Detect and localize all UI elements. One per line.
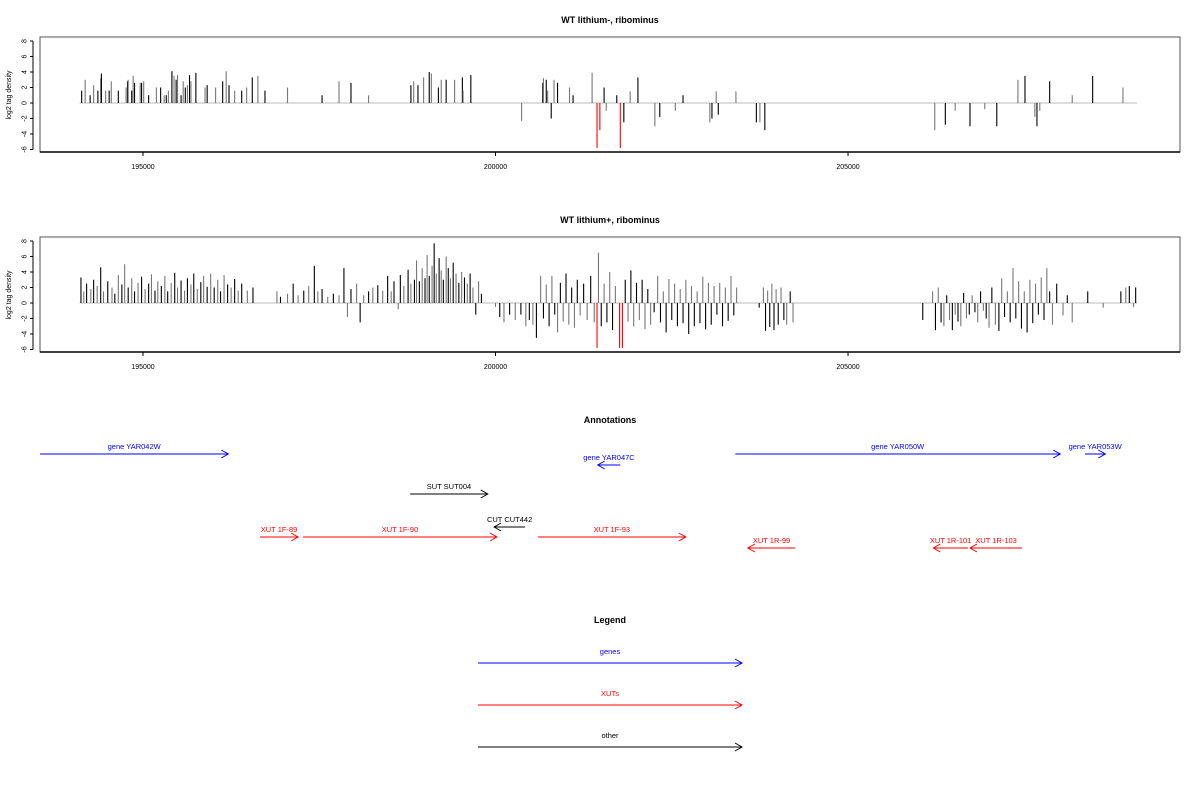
y-tick-label: 8: [22, 39, 29, 43]
y-tick-label: -4: [22, 331, 29, 337]
plot-area: -6 -4 -2 0 2 4 6 8 195000 200000 205000: [22, 36, 1181, 171]
y-tick-label: -2: [22, 315, 29, 321]
legend-title: Legend: [594, 615, 626, 625]
feature-label: XUT 1R-99: [753, 536, 790, 545]
y-tick-label: 6: [22, 254, 29, 258]
plot-area: -6 -4 -2 0 2 4 6 8 195000 200000 205000: [22, 236, 1181, 371]
arrowhead-icon: [734, 742, 744, 752]
x-tick-label: 195000: [131, 164, 154, 171]
feature-label: XUT 1R-103: [975, 536, 1017, 545]
feature-label: XUT 1R-101: [930, 536, 972, 545]
legend-panel: Legend genes XUTs other: [478, 615, 744, 752]
arrowhead-icon: [489, 532, 498, 542]
panel-title: WT lithium+, ribominus: [560, 215, 660, 225]
annotations-title: Annotations: [584, 415, 637, 425]
arrowhead-icon: [221, 449, 230, 459]
feature-label: XUT 1F-90: [382, 525, 419, 534]
x-tick-label: 195000: [131, 364, 154, 371]
arrowhead-icon: [734, 658, 744, 668]
y-tick-label: -4: [22, 131, 29, 137]
legend-label: genes: [600, 647, 621, 656]
y-tick-label: 2: [22, 85, 29, 89]
x-tick-label: 200000: [484, 364, 507, 371]
arrowhead-icon: [1052, 449, 1062, 459]
feature-label: CUT CUT442: [487, 515, 532, 524]
arrowhead-icon: [734, 700, 744, 710]
y-tick-label: 4: [22, 70, 29, 74]
legend-label: XUTs: [601, 689, 619, 698]
arrowhead-icon: [290, 532, 300, 542]
arrowhead-icon: [746, 543, 756, 553]
x-tick-label: 200000: [484, 164, 507, 171]
feature-label: SUT SUT004: [427, 482, 471, 491]
y-tick-label: -6: [22, 146, 29, 152]
feature-label: gene YAR042W: [108, 442, 162, 451]
y-tick-label: 2: [22, 285, 29, 289]
y-tick-label: -2: [22, 115, 29, 121]
x-tick-label: 205000: [836, 364, 859, 371]
y-tick-label: 0: [22, 101, 29, 105]
arrowhead-icon: [493, 522, 502, 532]
feature-label: gene YAR047C: [583, 453, 635, 462]
arrowhead-icon: [678, 532, 687, 542]
panel-lithium-plus: WT lithium+, ribominus log2 tag density …: [6, 215, 1181, 371]
panel-title: WT lithium-, ribominus: [561, 15, 659, 25]
x-tick-label: 205000: [836, 164, 859, 171]
y-axis-label: log2 tag density: [6, 270, 13, 320]
feature-label: gene YAR053W: [1069, 442, 1123, 451]
annotation-tracks: gene YAR042W gene YAR047C gene YAR050W gene…: [40, 442, 1123, 553]
y-tick-label: -6: [22, 346, 29, 352]
arrowhead-icon: [1098, 449, 1107, 459]
feature-label: XUT 1F-93: [594, 525, 631, 534]
y-axis-label: log2 tag density: [6, 70, 13, 120]
feature-label: gene YAR050W: [871, 442, 925, 451]
feature-label: XUT 1F-89: [261, 525, 298, 534]
arrowhead-icon: [968, 543, 978, 553]
legend-label: other: [601, 731, 619, 740]
arrowhead-icon: [480, 489, 489, 499]
y-tick-label: 8: [22, 239, 29, 243]
arrowhead-icon: [932, 543, 941, 553]
y-tick-label: 6: [22, 54, 29, 58]
plot-frame: [39, 36, 1181, 153]
arrowhead-icon: [596, 460, 605, 470]
y-tick-label: 4: [22, 270, 29, 274]
panel-lithium-minus: WT lithium-, ribominus log2 tag density …: [6, 15, 1181, 171]
y-tick-label: 0: [22, 301, 29, 305]
legend-items: genes XUTs other: [478, 647, 744, 752]
